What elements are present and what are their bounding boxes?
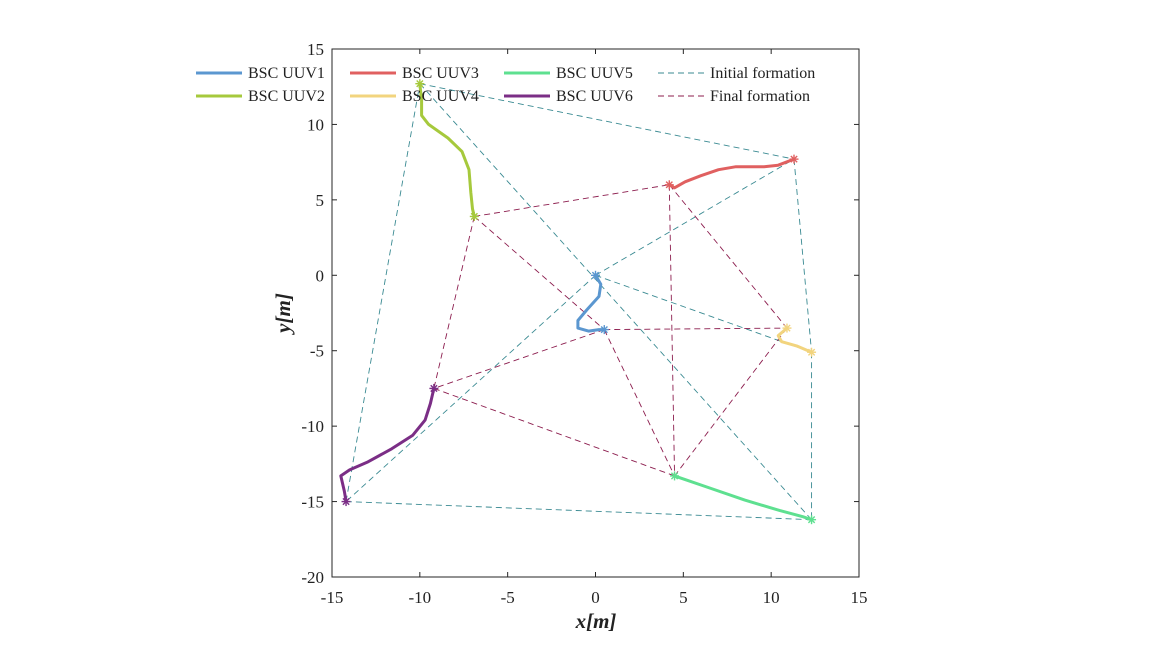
legend-entry-bsc-uuv6: BSC UUV6 [504, 88, 633, 105]
final-formation-edge-uuv6-uuv5 [433, 388, 675, 477]
y-tick-label: -10 [301, 417, 324, 436]
initial-formation-edge-uuv2-uuv3 [419, 83, 795, 160]
y-tick-label: 15 [307, 40, 324, 59]
legend-label: BSC UUV4 [402, 88, 479, 105]
x-tick-label: -15 [321, 588, 344, 607]
y-tick-label: 0 [316, 266, 325, 285]
x-axis-label: x[m] [575, 609, 617, 633]
final-formation-edges [433, 184, 788, 477]
y-tick-label: -15 [301, 493, 324, 512]
legend-label: BSC UUV3 [402, 65, 479, 82]
bsc-uuv1-start-marker [591, 270, 600, 280]
bsc-uuv5-trajectory [673, 474, 814, 522]
legend-entry-bsc-uuv4: BSC UUV4 [350, 88, 479, 105]
final-formation-edge-uuv1-uuv5 [603, 329, 675, 477]
legend-entry-bsc-uuv3: BSC UUV3 [350, 65, 479, 82]
legend-entry-final-formation: Final formation [658, 88, 810, 105]
bsc-uuv4-start-marker [807, 347, 817, 357]
x-tick-label: 15 [851, 588, 868, 607]
bsc-uuv3-start-marker [789, 154, 799, 164]
x-tick-label: -5 [501, 588, 515, 607]
x-axis-ticks: -15 -10 -5 0 5 10 15 [321, 49, 868, 607]
bsc-uuv6-start-marker [341, 497, 351, 507]
legend-label: BSC UUV1 [248, 65, 325, 82]
final-formation-edge-uuv3-uuv4 [668, 184, 788, 329]
y-tick-label: 10 [307, 115, 324, 134]
legend-label: BSC UUV6 [556, 88, 633, 105]
legend: BSC UUV1 BSC UUV2 BSC UUV3 BSC UUV4 BSC UUV5… [196, 65, 815, 105]
final-position-markers [341, 79, 817, 525]
legend-label: Final formation [710, 88, 810, 105]
final-formation-edge-uuv4-uuv5 [674, 327, 788, 477]
initial-formation-edge-uuv6-uuv2 [345, 83, 421, 502]
bsc-uuv1-trajectory [576, 273, 606, 333]
bsc-uuv3-trajectory [667, 157, 796, 190]
final-formation-edge-uuv2-uuv3 [474, 184, 670, 217]
trajectories [339, 82, 814, 522]
bsc-uuv1-end-marker [599, 325, 609, 335]
legend-label: BSC UUV5 [556, 65, 633, 82]
y-axis-label: y[m] [271, 293, 295, 336]
bsc-uuv2-trajectory [418, 82, 476, 218]
bsc-uuv6-end-marker [429, 383, 439, 393]
initial-formation-edge-uuv1-uuv3 [595, 158, 795, 276]
final-formation-edge-uuv1-uuv6 [433, 329, 605, 389]
x-tick-label: 5 [679, 588, 688, 607]
final-formation-edge-uuv1-uuv4 [604, 327, 787, 331]
legend-entry-bsc-uuv5: BSC UUV5 [504, 65, 633, 82]
final-formation-edge-uuv2-uuv1 [473, 216, 605, 330]
x-tick-label: -10 [408, 588, 431, 607]
initial-formation-edge-uuv1-uuv6 [345, 274, 596, 502]
legend-label: Initial formation [710, 65, 815, 82]
y-tick-label: -5 [310, 342, 324, 361]
bsc-uuv5-start-marker [807, 515, 817, 525]
y-tick-label: 5 [316, 191, 325, 210]
legend-label: BSC UUV2 [248, 88, 325, 105]
bsc-uuv2-start-marker [415, 79, 425, 89]
bsc-uuv2-end-marker [469, 211, 479, 221]
legend-entry-initial-formation: Initial formation [658, 65, 815, 82]
final-formation-edge-uuv3-uuv5 [668, 184, 675, 476]
bsc-uuv3-end-marker [664, 180, 674, 190]
y-tick-label: -20 [301, 568, 324, 587]
initial-formation-edge-uuv5-uuv6 [346, 501, 812, 521]
x-tick-label: 10 [763, 588, 780, 607]
bsc-uuv5-end-marker [670, 471, 680, 481]
initial-formation-edges [345, 83, 813, 521]
legend-entry-bsc-uuv2: BSC UUV2 [196, 88, 325, 105]
legend-entry-bsc-uuv1: BSC UUV1 [196, 65, 325, 82]
bsc-uuv4-end-marker [782, 323, 792, 333]
x-tick-label: 0 [591, 588, 600, 607]
initial-formation-edge-uuv2-uuv5 [419, 83, 812, 520]
bsc-uuv6-trajectory [339, 386, 436, 504]
initial-formation-edge-uuv3-uuv4 [793, 159, 813, 353]
y-axis-ticks: 15 10 5 0 -5 -10 -15 -20 [301, 40, 859, 587]
initial-formation-edge-uuv1-uuv4 [595, 274, 812, 353]
plot-area [332, 49, 859, 577]
